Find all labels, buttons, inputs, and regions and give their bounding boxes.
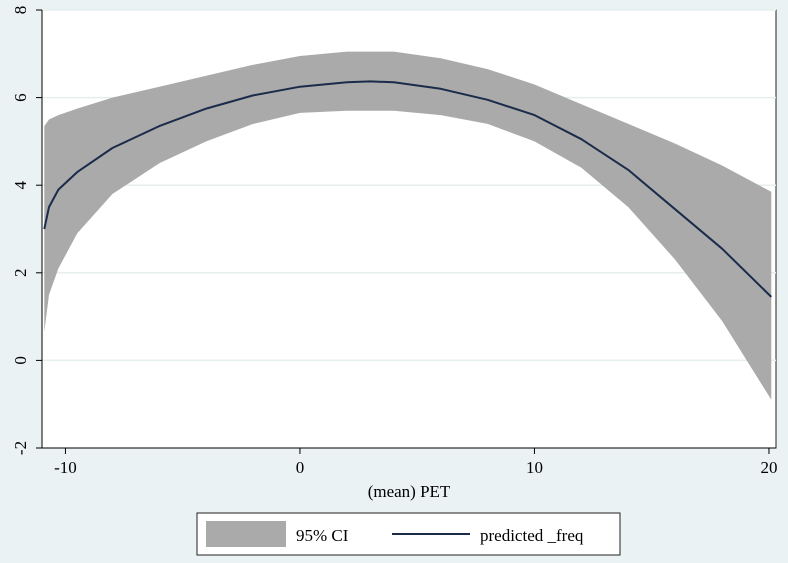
legend-label-ci: 95% CI bbox=[296, 526, 349, 545]
legend-swatch-ci bbox=[206, 521, 286, 547]
y-tick-label: 2 bbox=[11, 269, 30, 278]
y-tick-label: 8 bbox=[11, 6, 30, 15]
axes bbox=[41, 10, 776, 449]
y-tick-label: 4 bbox=[11, 180, 30, 189]
ci-band bbox=[44, 51, 772, 400]
predicted-freq-line bbox=[43, 80, 772, 298]
x-tick-label: -10 bbox=[54, 458, 77, 477]
legend-label-line: predicted _freq bbox=[480, 526, 584, 545]
x-tick-label: 0 bbox=[296, 458, 305, 477]
y-ticks: -2 0 2 4 6 8 bbox=[11, 6, 42, 455]
x-tick-label: 20 bbox=[760, 458, 777, 477]
ci-band-layer bbox=[44, 51, 772, 400]
x-axis-title: (mean) PET bbox=[368, 482, 451, 501]
y-tick-label: -2 bbox=[11, 441, 30, 455]
y-tick-label: 6 bbox=[11, 93, 30, 102]
prediction-line-layer bbox=[43, 80, 772, 298]
legend: 95% CI predicted _freq bbox=[196, 512, 621, 556]
y-tick-label: 0 bbox=[11, 356, 30, 365]
x-tick-label: 10 bbox=[526, 458, 543, 477]
x-ticks: -10 0 10 20 bbox=[54, 448, 777, 477]
